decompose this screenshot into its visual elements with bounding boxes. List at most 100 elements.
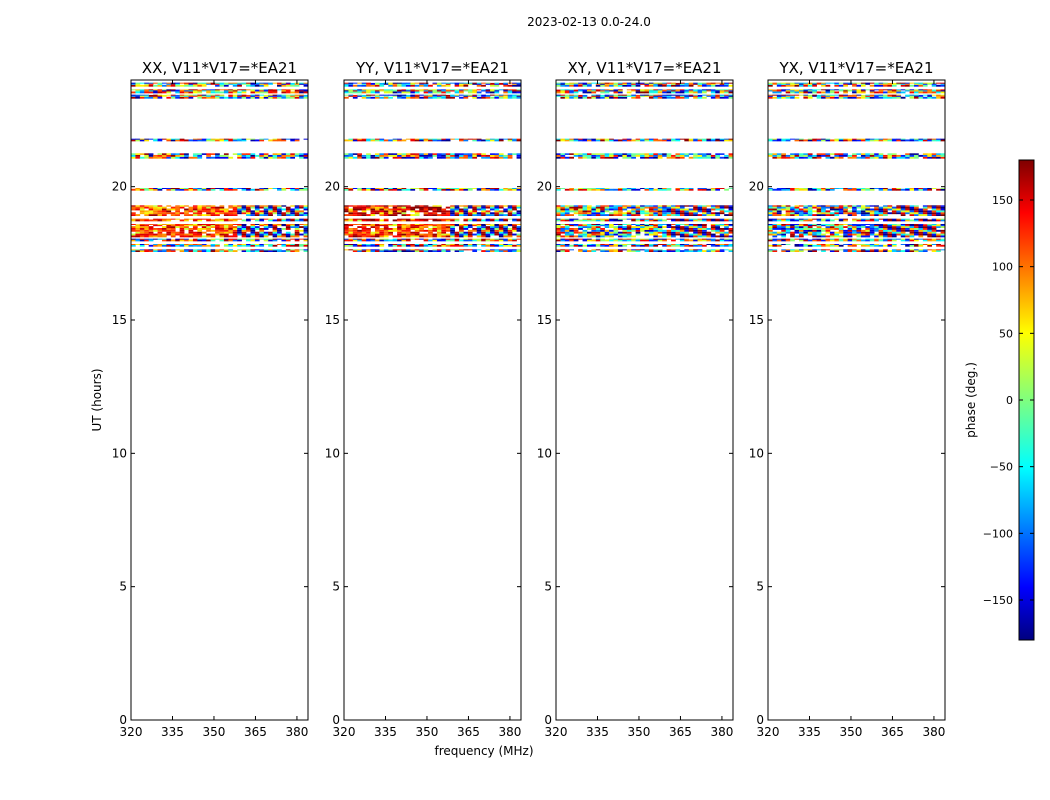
heatmap-cell (472, 224, 478, 225)
heatmap-cell (591, 212, 597, 215)
heatmap-cell (223, 235, 229, 238)
heatmap-cell (285, 228, 291, 230)
heatmap-cell (299, 89, 304, 92)
heatmap-cell (490, 218, 495, 220)
heatmap-cell (666, 96, 672, 99)
heatmap-cell (834, 250, 840, 252)
heatmap-cell (604, 250, 610, 252)
heatmap-cell (644, 82, 650, 85)
heatmap-cell (918, 235, 924, 238)
heatmap-cell (635, 89, 641, 91)
heatmap-cell (697, 139, 703, 142)
heatmap-cell (148, 233, 154, 236)
heatmap-cell (392, 244, 398, 245)
heatmap-cell (170, 96, 176, 99)
heatmap-cell (657, 188, 663, 191)
heatmap-cell (613, 212, 619, 215)
heatmap-cell (878, 238, 884, 240)
heatmap-cell (374, 228, 380, 230)
heatmap-cell (153, 244, 158, 247)
heatmap-cell (710, 84, 716, 87)
heatmap-cell (490, 156, 495, 159)
heatmap-cell (706, 138, 712, 140)
heatmap-cell (392, 82, 398, 84)
heatmap-cell (666, 238, 672, 240)
heatmap-cell (679, 94, 685, 96)
heatmap-cell (392, 154, 398, 157)
heatmap-cell (684, 238, 690, 240)
heatmap-cell (503, 82, 509, 84)
heatmap-cell (865, 233, 871, 236)
heatmap-cell (675, 89, 681, 91)
heatmap-cell (201, 244, 207, 247)
heatmap-cell (626, 224, 632, 227)
heatmap-cell (856, 219, 862, 222)
heatmap-cell (613, 219, 619, 222)
heatmap-cell (357, 239, 363, 242)
heatmap-cell (370, 89, 376, 92)
heatmap-cell (715, 219, 721, 222)
heatmap-cell (666, 94, 672, 96)
heatmap-cell (401, 154, 407, 157)
heatmap-cell (175, 226, 180, 228)
heatmap-cell (512, 82, 517, 84)
heatmap-cell (662, 244, 667, 245)
heatmap-cell (582, 249, 588, 251)
heatmap-cell (693, 250, 698, 252)
heatmap-cell (197, 138, 203, 140)
heatmap-cell (374, 156, 380, 159)
heatmap-cell (622, 188, 628, 191)
heatmap-cell (582, 208, 588, 211)
heatmap-cell (285, 94, 291, 97)
heatmap-cell (179, 206, 185, 209)
heatmap-cell (414, 96, 420, 99)
heatmap-cell (272, 82, 278, 84)
heatmap-cell (847, 231, 853, 234)
heatmap-cell (472, 250, 478, 252)
heatmap-cell (702, 226, 707, 228)
heatmap-cell (241, 82, 247, 85)
heatmap-cell (454, 156, 460, 159)
heatmap-cell (206, 233, 211, 236)
heatmap-cell (197, 153, 203, 155)
heatmap-cell (481, 219, 486, 222)
heatmap-cell (472, 249, 478, 251)
heatmap-cell (891, 233, 897, 236)
heatmap-cell (436, 219, 442, 222)
heatmap-cell (494, 91, 500, 94)
heatmap-cell (600, 250, 605, 252)
heatmap-cell (516, 235, 522, 238)
heatmap-cell (812, 231, 817, 234)
heatmap-cell (653, 138, 659, 140)
heatmap-cell (697, 206, 703, 209)
heatmap-cell (459, 249, 464, 251)
heatmap-cell (144, 238, 150, 240)
heatmap-cell (131, 208, 136, 211)
heatmap-cell (578, 205, 583, 207)
heatmap-cell (905, 210, 910, 213)
heatmap-cell (516, 91, 522, 94)
panel-title: XX, V11*V17=*EA21 (142, 59, 297, 77)
heatmap-cell (228, 224, 234, 227)
heatmap-cell (653, 139, 659, 142)
heatmap-cell (653, 89, 659, 92)
heatmap-cell (472, 238, 478, 240)
heatmap-cell (254, 139, 260, 142)
heatmap-cell (232, 89, 238, 92)
heatmap-cell (516, 212, 522, 215)
heatmap-cell (281, 89, 287, 91)
heatmap-cell (781, 233, 787, 236)
heatmap-cell (397, 82, 402, 85)
heatmap-cell (148, 219, 154, 222)
heatmap-cell (772, 231, 778, 234)
heatmap-cell (706, 89, 712, 92)
heatmap-cell (905, 224, 910, 227)
heatmap-cell (197, 188, 203, 191)
heatmap-cell (467, 89, 473, 92)
heatmap-cell (640, 156, 645, 159)
heatmap-cell (635, 249, 641, 251)
heatmap-cell (578, 226, 583, 228)
heatmap-cell (259, 89, 265, 91)
heatmap-cell (246, 228, 251, 230)
plot-frame (555, 79, 734, 721)
